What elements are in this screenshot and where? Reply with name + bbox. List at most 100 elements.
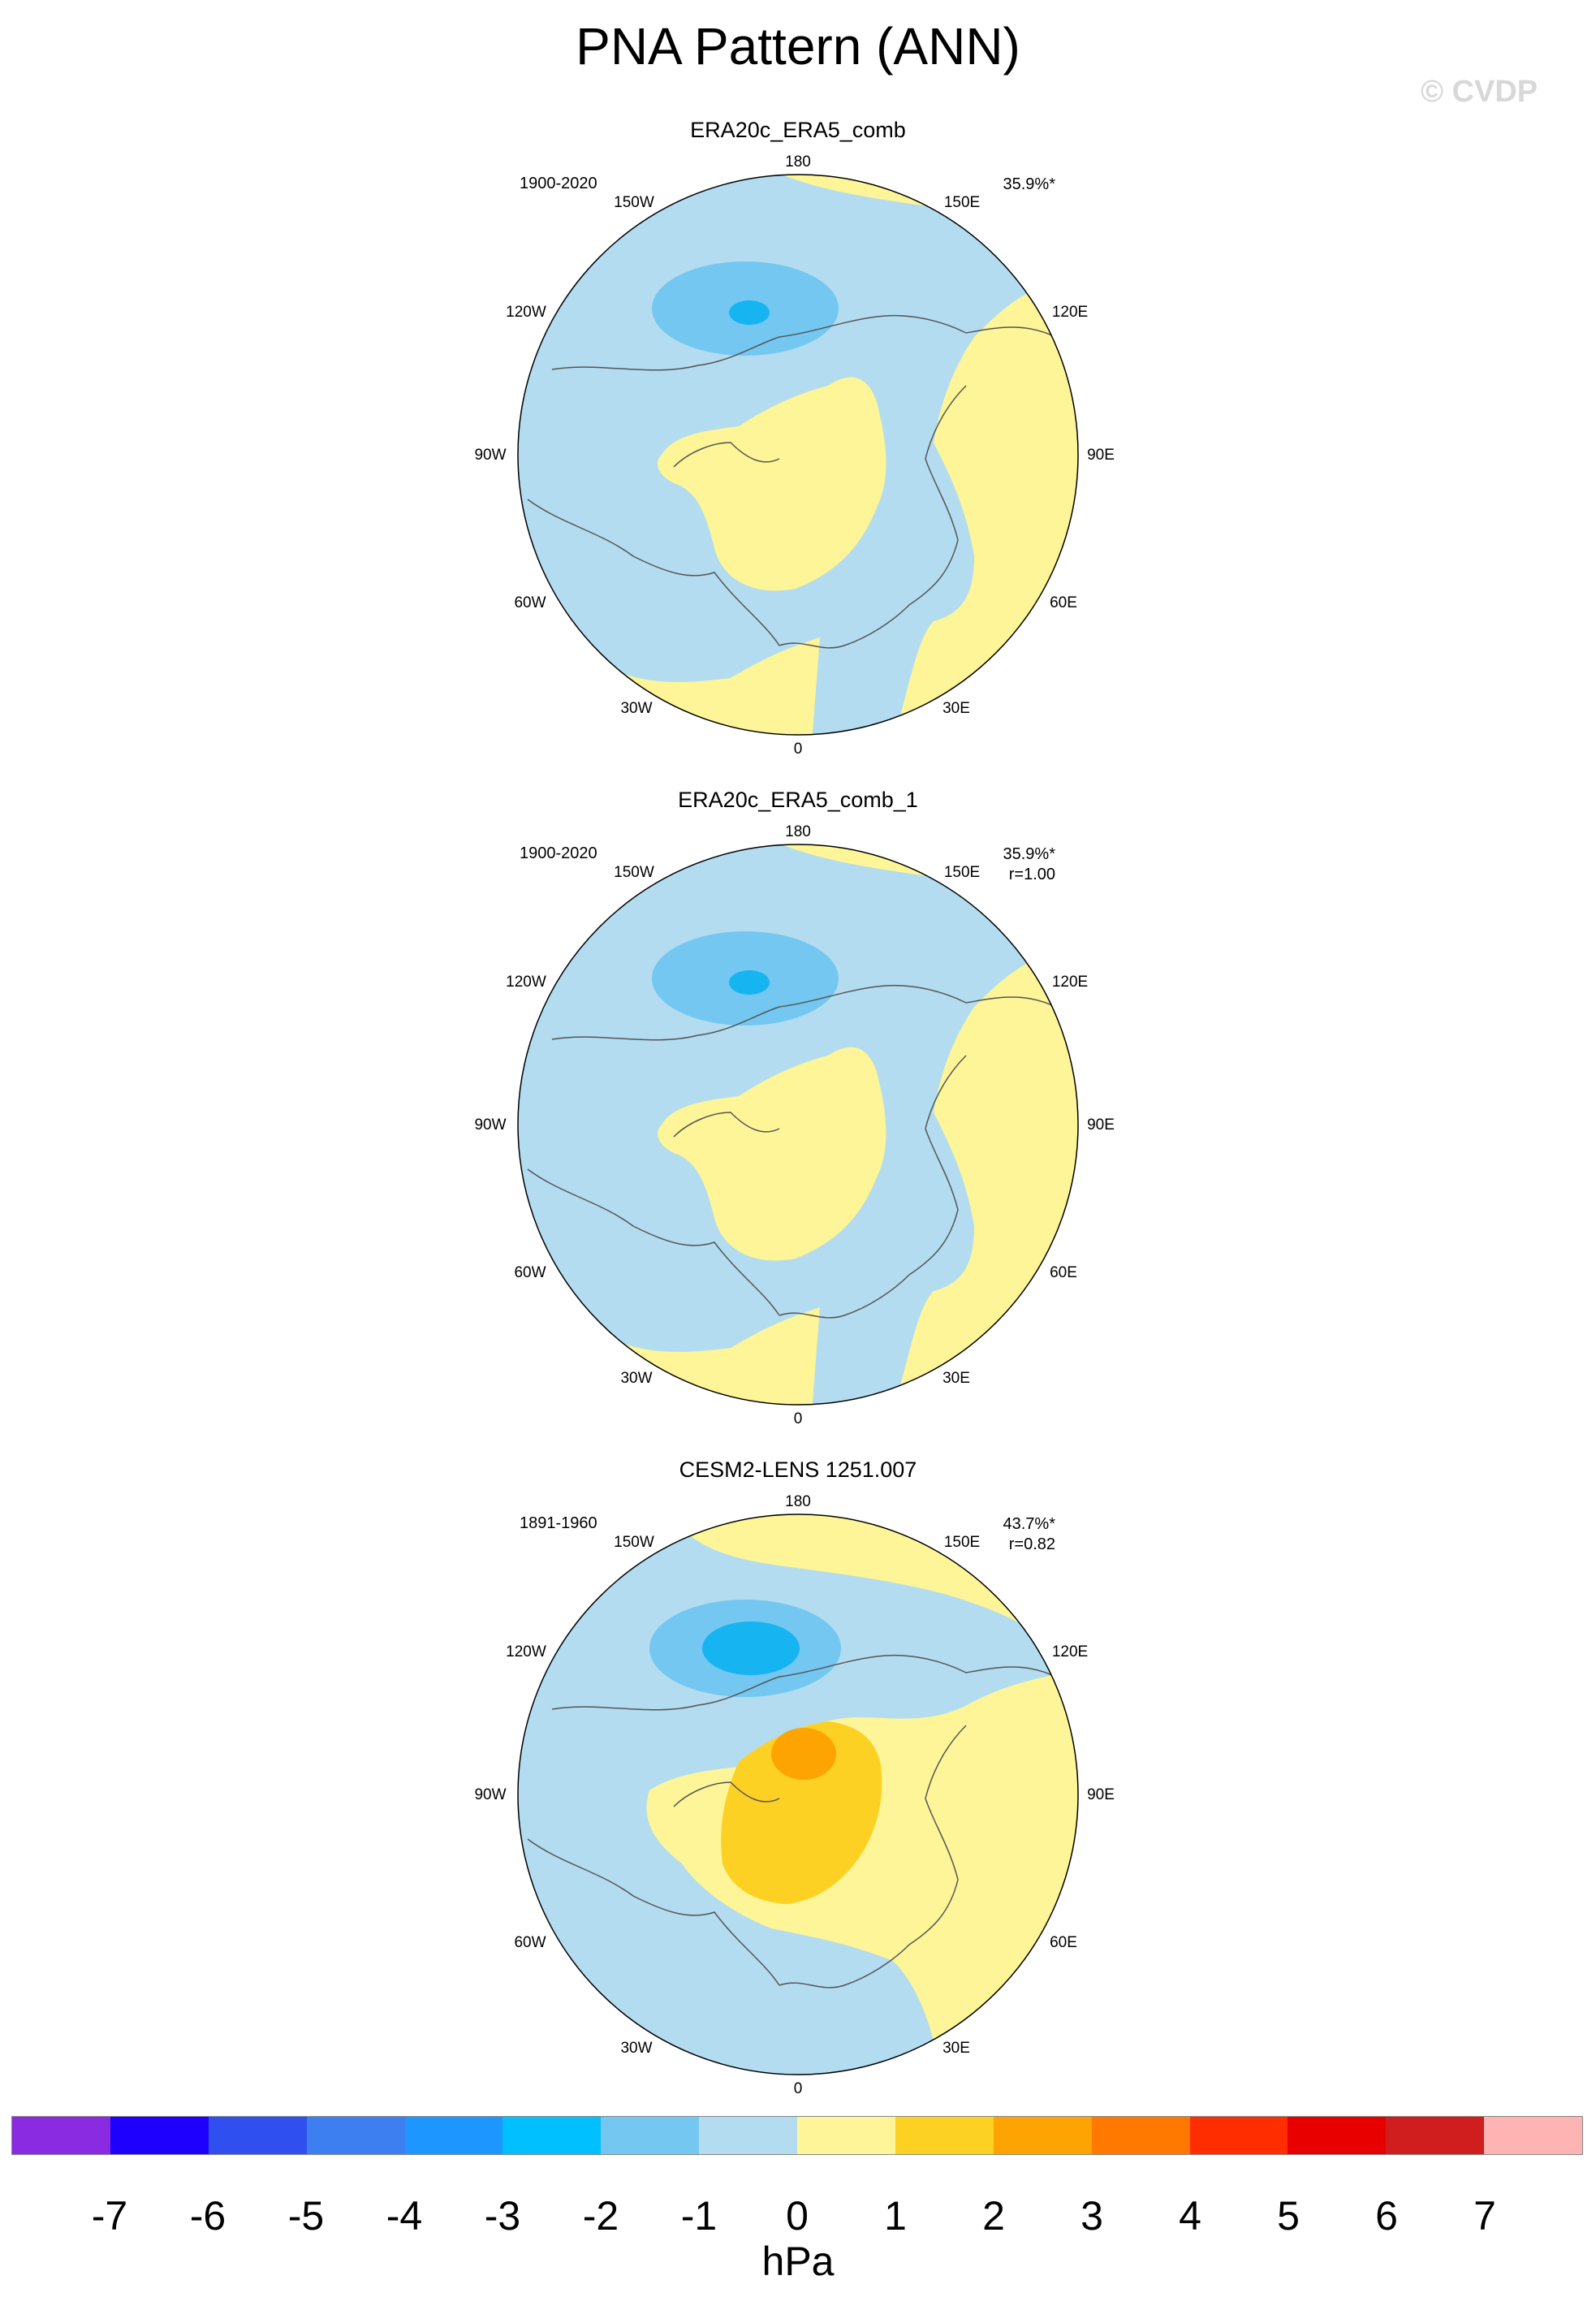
- lon-label: 180: [785, 1493, 811, 1510]
- colorbar-label: -1: [680, 2193, 718, 2239]
- colorbar-box: [306, 2117, 405, 2154]
- negative-anomaly-strong: [729, 970, 770, 995]
- colorbar-label: 4: [1179, 2193, 1201, 2239]
- lon-label: 90W: [474, 1116, 506, 1134]
- lon-label: 150E: [944, 194, 980, 211]
- polar-map: 180 150E 120E 90E 60E 30E 0 30W 60W 90W …: [474, 823, 1114, 1427]
- lon-label: 30W: [620, 700, 652, 717]
- figure-title: PNA Pattern (ANN): [576, 17, 1020, 76]
- colorbar-label: 2: [982, 2193, 1005, 2239]
- explained-variance: 35.9%*: [1003, 175, 1056, 193]
- lon-label: 150E: [944, 1534, 980, 1551]
- lon-label: 30W: [620, 2040, 652, 2057]
- lon-label: 30E: [943, 700, 970, 717]
- colorbar-label: 0: [786, 2193, 809, 2239]
- colorbar-box: [503, 2117, 602, 2154]
- lon-label: 0: [794, 1410, 803, 1427]
- lon-label: 90E: [1087, 1116, 1115, 1134]
- lon-label: 150W: [614, 864, 654, 881]
- pattern-correlation: r=0.82: [1008, 1535, 1055, 1553]
- colorbar-box: [1386, 2117, 1485, 2154]
- panel-stat: 35.9%* r=1.00: [974, 844, 1056, 885]
- colorbar-box: [208, 2117, 307, 2154]
- lon-label: 30W: [620, 1370, 652, 1387]
- lon-label: 120E: [1052, 1643, 1088, 1660]
- lon-label: 30E: [943, 1370, 970, 1387]
- positive-anomaly-region-east: [763, 175, 1078, 735]
- colorbar-box: [1091, 2117, 1190, 2154]
- positive-anomaly-region-east: [763, 844, 1078, 1405]
- negative-anomaly-strong: [729, 300, 770, 325]
- colorbar-label: 6: [1375, 2193, 1398, 2239]
- lon-label: 0: [794, 741, 803, 758]
- lon-label: 120E: [1052, 304, 1088, 321]
- lon-label: 120W: [506, 974, 546, 991]
- lon-label: 60W: [514, 1934, 546, 1951]
- explained-variance: 35.9%*: [1003, 845, 1056, 863]
- lon-label: 0: [794, 2080, 803, 2097]
- lon-label: 90E: [1087, 447, 1115, 464]
- positive-anomaly-moderate: [721, 1721, 882, 1904]
- coastlines: [527, 314, 1056, 649]
- negative-anomaly-strong: [702, 1622, 800, 1675]
- colorbar: [11, 2116, 1583, 2155]
- colorbar-label: -2: [582, 2193, 619, 2239]
- colorbar-box: [1484, 2117, 1582, 2154]
- cvdp-watermark: © CVDP: [1421, 75, 1538, 109]
- positive-anomaly-center: [658, 1047, 886, 1261]
- lon-label: 60W: [514, 594, 546, 611]
- lon-label: 30E: [943, 2040, 970, 2057]
- colorbar-label: 1: [884, 2193, 907, 2239]
- colorbar-unit: hPa: [761, 2239, 835, 2284]
- colorbar-label: 3: [1081, 2193, 1103, 2239]
- colorbar-label: -6: [189, 2193, 226, 2239]
- longitude-labels: 180 150E 120E 90E 60E 30E 0 30W 60W 90W …: [474, 1493, 1114, 2097]
- colorbar-box: [895, 2117, 994, 2154]
- lon-label: 60E: [1050, 1264, 1077, 1281]
- lon-label: 150E: [944, 864, 980, 881]
- colorbar-label: 5: [1277, 2193, 1300, 2239]
- colorbar-box: [1288, 2117, 1387, 2154]
- map-border: [517, 844, 1079, 1406]
- colorbar-box: [993, 2117, 1092, 2154]
- map-panel-1: ERA20c_ERA5_comb 1900-2020 35.9%* 180 15…: [0, 118, 1596, 792]
- map-panel-2: ERA20c_ERA5_comb_1 1900-2020 35.9%* r=1.…: [0, 788, 1596, 1462]
- colorbar-label: -7: [91, 2193, 128, 2239]
- colorbar-box: [12, 2117, 110, 2154]
- lon-label: 180: [785, 153, 811, 171]
- lon-label: 60E: [1050, 594, 1077, 611]
- panel-stat: 35.9%*: [974, 175, 1056, 195]
- lon-label: 90E: [1087, 1786, 1115, 1803]
- panel-period: 1891-1960: [520, 1514, 597, 1532]
- pattern-correlation: r=1.00: [1008, 866, 1055, 883]
- positive-anomaly-center: [658, 377, 886, 591]
- polar-map: 180 150E 120E 90E 60E 30E 0 30W 60W 90W …: [474, 153, 1114, 758]
- map-border: [517, 1514, 1079, 2075]
- lon-label: 150W: [614, 1534, 654, 1551]
- colorbar-label: -3: [484, 2193, 521, 2239]
- colorbar-box: [404, 2117, 503, 2154]
- colorbar-box: [1189, 2117, 1288, 2154]
- lon-label: 150W: [614, 194, 654, 211]
- colorbar-label: 7: [1473, 2193, 1496, 2239]
- colorbar-box: [797, 2117, 895, 2154]
- colorbar-box: [699, 2117, 797, 2154]
- colorbar-label: -5: [287, 2193, 325, 2239]
- positive-anomaly-strong: [771, 1728, 836, 1780]
- colorbar-box: [110, 2117, 209, 2154]
- lon-label: 120W: [506, 1643, 546, 1660]
- panel-stat: 43.7%* r=0.82: [974, 1514, 1056, 1555]
- panel-title: ERA20c_ERA5_comb_1: [678, 788, 918, 812]
- panel-title: CESM2-LENS 1251.007: [679, 1457, 917, 1482]
- longitude-labels: 180 150E 120E 90E 60E 30E 0 30W 60W 90W …: [474, 153, 1114, 758]
- colorbar-label: -4: [386, 2193, 423, 2239]
- lon-label: 180: [785, 823, 811, 840]
- longitude-labels: 180 150E 120E 90E 60E 30E 0 30W 60W 90W …: [474, 823, 1114, 1427]
- lon-label: 60W: [514, 1264, 546, 1281]
- lon-label: 120E: [1052, 974, 1088, 991]
- lon-label: 120W: [506, 304, 546, 321]
- map-panel-3: CESM2-LENS 1251.007 1891-1960 43.7%* r=0…: [0, 1457, 1596, 2131]
- lon-label: 60E: [1050, 1934, 1077, 1951]
- colorbar-box: [601, 2117, 700, 2154]
- map-border: [517, 174, 1079, 736]
